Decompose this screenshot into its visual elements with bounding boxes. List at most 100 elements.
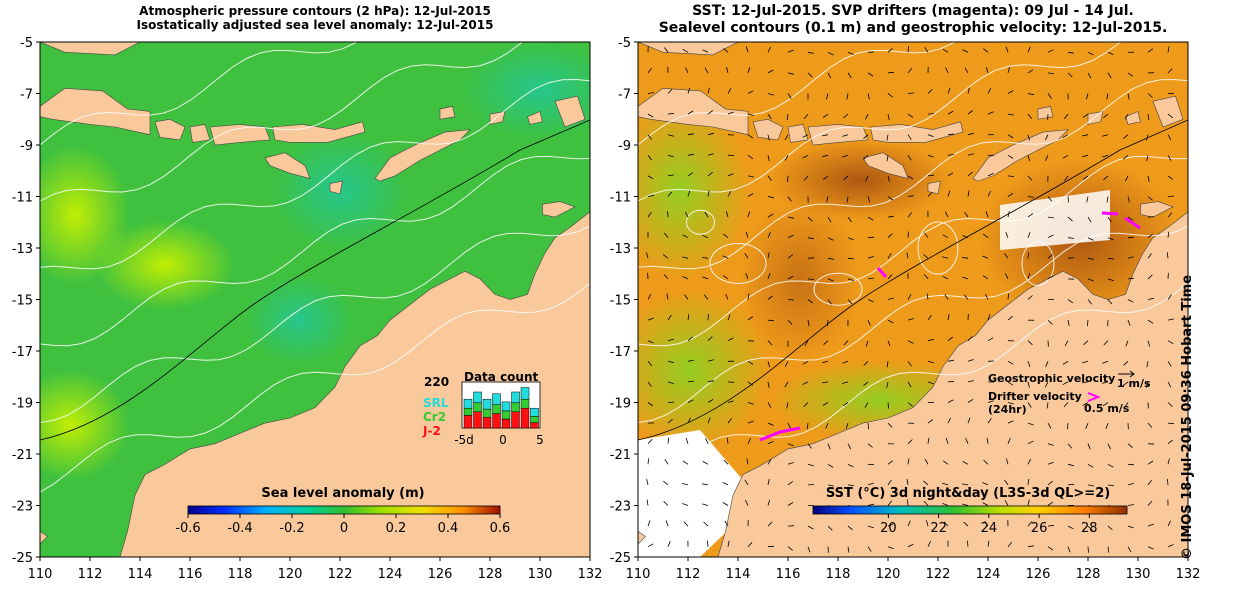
velocity-arrow xyxy=(1102,360,1109,364)
velocity-arrow xyxy=(1007,402,1014,405)
velocity-arrow xyxy=(1067,299,1074,304)
velocity-arrow xyxy=(923,500,929,506)
velocity-arrow xyxy=(647,294,652,300)
sla-colorbar-ramp xyxy=(187,505,501,515)
velocity-arrow xyxy=(987,173,994,177)
velocity-arrow xyxy=(964,211,969,218)
velocity-arrow xyxy=(1103,175,1109,181)
velocity-arrow xyxy=(1147,422,1153,428)
velocity-arrow xyxy=(907,543,914,548)
velocity-arrow xyxy=(927,419,934,424)
velocity-arrow xyxy=(1147,546,1154,550)
velocity-arrow xyxy=(1167,478,1169,485)
velocity-arrow xyxy=(907,361,912,367)
velocity-arrow xyxy=(767,381,770,388)
velocity-arrow xyxy=(662,254,669,259)
velocity-arrow xyxy=(865,340,869,347)
velocity-arrow xyxy=(787,216,794,219)
velocity-arrow xyxy=(1007,192,1014,197)
velocity-arrow xyxy=(1047,546,1054,551)
velocity-arrow xyxy=(687,172,694,177)
velocity-arrow xyxy=(867,93,870,100)
velocity-arrow xyxy=(727,418,732,424)
velocity-arrow xyxy=(1062,134,1069,139)
colorbar-tick-label: 22 xyxy=(930,521,947,536)
velocity-arrow xyxy=(843,175,849,181)
velocity-arrow xyxy=(1082,402,1089,406)
velocity-arrow xyxy=(707,110,714,115)
velocity-arrow xyxy=(1005,231,1009,238)
velocity-arrow xyxy=(1127,463,1135,466)
velocity-arrow xyxy=(967,153,974,156)
velocity-arrow xyxy=(786,114,789,121)
velocity-arrow xyxy=(827,72,832,79)
inset-legend-label: Cr2 xyxy=(423,410,446,424)
island-land xyxy=(40,530,48,545)
velocity-arrow xyxy=(1087,216,1092,223)
velocity-arrow xyxy=(1167,134,1172,141)
velocity-arrow xyxy=(682,460,689,465)
velocity-arrow xyxy=(822,134,829,137)
velocity-arrow xyxy=(962,257,969,259)
sst-colorbar-ticks: 20 22 24 26 28 xyxy=(880,514,1098,536)
drifter-velocity-scale: 0.5 m/s xyxy=(1084,402,1130,415)
y-tick-label: -23 xyxy=(12,500,33,515)
velocity-arrow xyxy=(863,361,869,366)
velocity-arrow xyxy=(887,422,893,428)
velocity-arrow xyxy=(1087,443,1091,450)
velocity-arrow xyxy=(1083,340,1089,346)
velocity-arrow xyxy=(867,319,871,326)
velocity-arrow xyxy=(942,460,949,465)
velocity-arrow xyxy=(667,541,671,547)
x-tick-label: 112 xyxy=(676,567,701,582)
velocity-arrow xyxy=(1044,134,1049,141)
y-tick-label: -19 xyxy=(12,397,33,412)
sla-colorbar: Sea level anomaly (m) -0.6 -0.4 -0.2 0 0.2 0.… xyxy=(175,486,510,536)
velocity-arrow xyxy=(787,196,792,202)
inset-xticks: -5d 0 5 xyxy=(454,433,544,447)
velocity-arrow xyxy=(1147,114,1150,121)
velocity-arrow xyxy=(964,67,969,74)
velocity-arrow xyxy=(1087,320,1089,327)
velocity-arrow xyxy=(967,171,973,177)
velocity-arrow xyxy=(947,359,954,362)
right-title: SST: 12-Jul-2015. SVP drifters (magenta)… xyxy=(638,3,1188,37)
inset-bar xyxy=(463,407,473,416)
velocity-arrow xyxy=(667,154,674,158)
velocity-arrow xyxy=(1067,463,1074,467)
velocity-arrow xyxy=(983,459,989,465)
velocity-arrow xyxy=(1167,68,1173,74)
drifter-track-central xyxy=(876,267,888,278)
velocity-arrow xyxy=(744,479,749,486)
velocity-arrow xyxy=(1147,48,1154,53)
velocity-arrow xyxy=(842,381,849,384)
velocity-arrow xyxy=(867,482,874,486)
velocity-arrow xyxy=(1007,154,1014,159)
velocity-arrow xyxy=(646,252,649,259)
velocity-arrow xyxy=(667,174,674,177)
velocity-arrow xyxy=(1062,360,1069,365)
velocity-arrow xyxy=(705,438,709,444)
velocity-arrow xyxy=(807,237,814,240)
inset-legend-label: SRL xyxy=(423,396,449,410)
velocity-arrow xyxy=(987,88,992,94)
eddy-contour xyxy=(709,242,767,284)
sst-warm-north xyxy=(770,140,950,220)
velocity-arrow xyxy=(1027,402,1032,408)
velocity-arrow xyxy=(887,274,893,280)
velocity-arrow xyxy=(687,153,694,156)
velocity-arrow xyxy=(1147,523,1154,527)
y-tick-label: -17 xyxy=(610,345,631,360)
velocity-arrow xyxy=(687,336,693,342)
velocity-arrow xyxy=(1064,340,1069,347)
island-land xyxy=(374,129,471,182)
velocity-arrow xyxy=(707,399,714,403)
velocity-arrow xyxy=(847,463,854,468)
velocity-arrow xyxy=(867,277,874,280)
velocity-arrow xyxy=(887,114,890,121)
velocity-arrow xyxy=(1127,277,1135,280)
velocity-arrow xyxy=(1085,422,1089,429)
velocity-arrow xyxy=(887,175,890,182)
velocity-arrow xyxy=(1067,216,1073,222)
velocity-arrow xyxy=(887,253,892,259)
